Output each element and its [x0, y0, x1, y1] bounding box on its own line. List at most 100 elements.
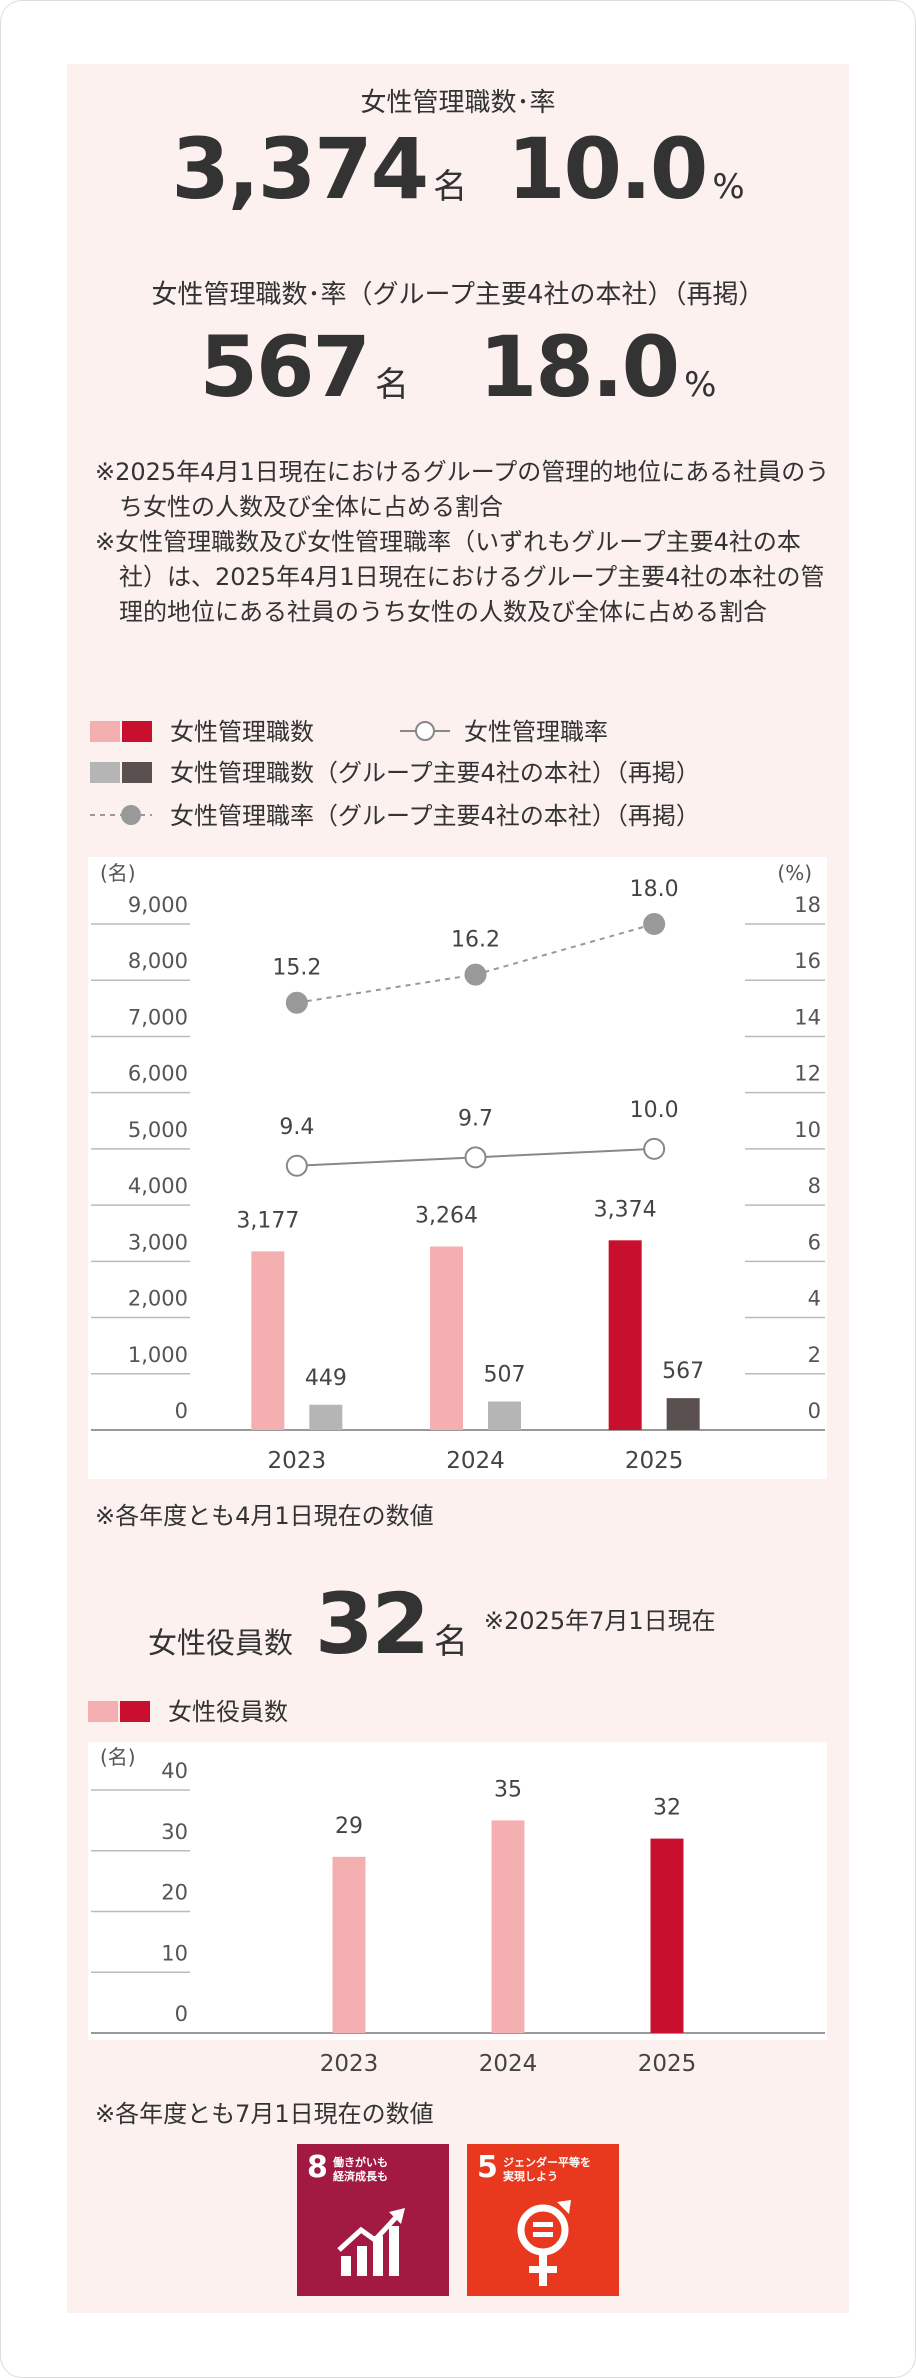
value-label: 507	[484, 1362, 526, 1387]
value-label: 10.0	[630, 1098, 679, 1123]
group-title: 女性管理職数･率（グループ主要4社の本社）（再掲）	[151, 280, 765, 310]
x-tick-label: 2024	[479, 2051, 538, 2077]
legend-label: 女性役員数	[168, 1698, 288, 1726]
sdg-icon: 5 ジェンダー平等を 実現しよう	[467, 2144, 619, 2296]
y2-tick-label: 2	[808, 1343, 821, 1367]
value-label: 567	[662, 1359, 704, 1384]
bar	[666, 1398, 700, 1430]
y-axis-label: (名)	[100, 861, 136, 885]
y-tick-label: 0	[175, 2002, 188, 2026]
y-tick-label: 1,000	[128, 1343, 188, 1367]
value-label: 29	[335, 1814, 363, 1839]
group-figures: 567 名 18.0%	[67, 318, 849, 416]
unit: 名	[433, 1622, 468, 1662]
marker	[285, 1154, 308, 1177]
y-tick-label: 5,000	[128, 1118, 188, 1142]
count: 567	[199, 318, 371, 416]
y-tick-label: 20	[161, 1881, 188, 1905]
legend-swatch	[122, 762, 152, 783]
unit: %	[684, 365, 717, 405]
sdg-line: 働きがいも	[333, 2156, 388, 2169]
legend-label: 女性管理職率	[464, 718, 608, 746]
unit: 名	[374, 365, 409, 405]
bar	[650, 1838, 684, 2033]
y2-tick-label: 18	[794, 893, 821, 917]
value-label: 15.2	[272, 956, 321, 981]
bar	[251, 1251, 285, 1430]
value-label: 3,177	[236, 1208, 299, 1233]
sdg-line: ジェンダー平等を	[503, 2156, 591, 2169]
officers-note: ※2025年7月1日現在	[483, 1607, 716, 1635]
sdg-number: 8	[307, 2150, 328, 2185]
marker	[643, 913, 666, 935]
bar	[491, 1820, 525, 2033]
x-tick-label: 2023	[268, 1448, 327, 1474]
sdg-line: 経済成長も	[333, 2170, 388, 2183]
legend-swatch	[88, 1701, 118, 1722]
x-tick-label: 2023	[320, 2051, 379, 2077]
y-tick-label: 2,000	[128, 1287, 188, 1311]
y-axis-label: (名)	[100, 1745, 136, 1769]
x-tick-label: 2024	[446, 1448, 505, 1474]
plot-area	[88, 1742, 827, 2040]
y2-tick-label: 16	[794, 949, 821, 973]
x-tick-label: 2025	[625, 1448, 684, 1474]
sdg-text: 働きがいも 経済成長も	[333, 2156, 388, 2184]
sdg-graphic	[337, 2208, 405, 2276]
legend-swatch	[122, 721, 152, 742]
unit: 名	[433, 167, 468, 207]
legend-swatch	[120, 1701, 150, 1722]
y-tick-label: 9,000	[128, 893, 188, 917]
legend-label: 女性管理職数	[170, 718, 314, 746]
legend-swatch	[90, 762, 120, 783]
value-label: 18.0	[630, 877, 679, 902]
legend-label: 女性管理職数（グループ主要4社の本社）（再掲）	[170, 759, 700, 787]
y2-axis-label: (%)	[777, 861, 812, 885]
value-label: 3,374	[594, 1197, 657, 1222]
officers: 女性役員数 32 名 ※2025年7月1日現在	[148, 1575, 716, 1673]
legend-marker	[415, 721, 435, 741]
y-tick-label: 7,000	[128, 1005, 188, 1029]
marker	[464, 963, 487, 986]
legend-label: 女性管理職率（グループ主要4社の本社）（再掲）	[170, 802, 700, 830]
legend-swatch	[90, 721, 120, 742]
sdg-line: 実現しよう	[503, 2170, 558, 2183]
x-tick-label: 2025	[638, 2051, 697, 2077]
summary-title: 女性管理職数･率	[360, 88, 556, 118]
sdg-text: ジェンダー平等を 実現しよう	[503, 2156, 591, 2184]
summary-figures: 3,374 名 10.0%	[67, 120, 849, 218]
note: ※2025年4月1日現在におけるグループの管理的地位にある社員のうち女性の人数及…	[95, 458, 830, 521]
note: ※女性管理職数及び女性管理職率（いずれもグループ主要4社の本社）は、2025年4…	[95, 528, 825, 626]
chart-note: ※各年度とも4月1日現在の数値	[95, 1502, 434, 1530]
y-tick-label: 30	[161, 1820, 188, 1844]
y-tick-label: 8,000	[128, 949, 188, 973]
officers-count: 32	[315, 1575, 430, 1673]
marker	[285, 991, 308, 1014]
sdg-icon: 8 働きがいも 経済成長も	[297, 2144, 449, 2296]
legend-marker	[121, 805, 141, 825]
value-label: 35	[494, 1777, 522, 1802]
bar	[488, 1401, 521, 1430]
rate: 18.0	[478, 318, 680, 416]
bar	[430, 1246, 463, 1430]
officers-title: 女性役員数	[148, 1626, 294, 1660]
notes: ※2025年4月1日現在におけるグループの管理的地位にある社員のうち女性の人数及…	[95, 455, 835, 630]
y2-tick-label: 8	[808, 1174, 821, 1198]
marker	[464, 1146, 487, 1169]
sdg-number: 5	[477, 2150, 498, 2185]
y2-tick-label: 6	[808, 1230, 821, 1254]
count: 3,374	[171, 120, 429, 218]
value-label: 9.7	[458, 1106, 493, 1131]
chart-note: ※各年度とも7月1日現在の数値	[95, 2100, 434, 2128]
y-tick-label: 4,000	[128, 1174, 188, 1198]
y-tick-label: 3,000	[128, 1230, 188, 1254]
bar	[608, 1240, 642, 1430]
bar	[332, 1856, 366, 2033]
value-label: 3,264	[415, 1203, 478, 1228]
value-label: 9.4	[279, 1115, 314, 1140]
y2-tick-label: 14	[794, 1005, 821, 1029]
y-tick-label: 40	[161, 1759, 188, 1783]
y2-tick-label: 10	[794, 1118, 821, 1142]
